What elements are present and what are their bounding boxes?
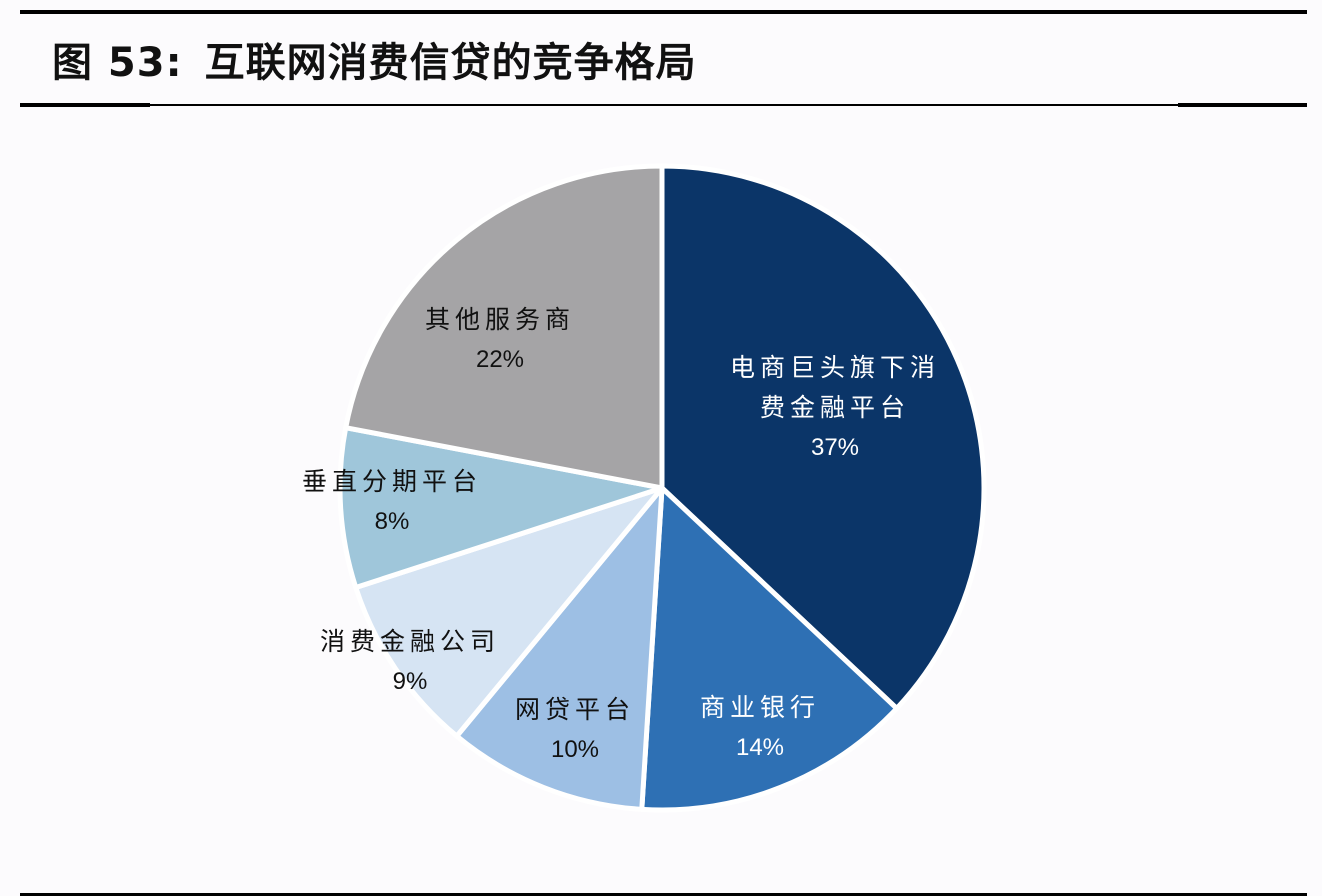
- slice-label-line: 其他服务商: [424, 305, 575, 334]
- figure-number: 图 53:: [52, 40, 183, 86]
- slice-label-commercial-banks: 商业银行 14%: [680, 688, 840, 768]
- slice-label-line: 垂直分期平台: [301, 467, 482, 496]
- slice-label-vertical-installment: 垂直分期平台 8%: [282, 462, 502, 542]
- slice-label-p2p-platforms: 网贷平台 10%: [495, 690, 655, 770]
- figure-title: 图 53: 互联网消费信贷的竞争格局: [52, 30, 697, 88]
- slice-label-line: 商业银行: [699, 693, 820, 722]
- top-rule: [20, 10, 1307, 14]
- pie-slice: [353, 485, 665, 739]
- slice-value: 9%: [392, 668, 428, 695]
- pie-slice: [343, 163, 665, 491]
- pie-slice: [454, 485, 665, 812]
- slice-label-consumer-finance-companies: 消费金融公司 9%: [295, 622, 525, 702]
- title-underline-right: [1178, 103, 1307, 107]
- slice-value: 37%: [810, 434, 860, 461]
- slice-value: 8%: [374, 508, 410, 535]
- slice-label-line: 消费金融公司: [319, 627, 500, 656]
- pie-slice: [659, 163, 987, 711]
- pie-slice: [639, 485, 900, 813]
- slice-label-line: 电商巨头旗下消: [729, 353, 940, 382]
- slice-value: 10%: [550, 736, 600, 763]
- slice-label-other-providers: 其他服务商 22%: [405, 300, 595, 380]
- title-underline-left: [20, 103, 150, 107]
- figure-title-text: 互联网消费信贷的竞争格局: [204, 40, 697, 86]
- title-underline: [150, 104, 1178, 106]
- slice-value: 22%: [475, 346, 525, 373]
- slice-label-line: 费金融平台: [759, 393, 910, 422]
- slice-label-line: 网贷平台: [514, 695, 635, 724]
- pie-slice: [337, 425, 665, 590]
- slice-label-ecommerce: 电商巨头旗下消 费金融平台 37%: [700, 348, 970, 468]
- bottom-rule: [20, 893, 1307, 896]
- slice-value: 14%: [735, 734, 785, 761]
